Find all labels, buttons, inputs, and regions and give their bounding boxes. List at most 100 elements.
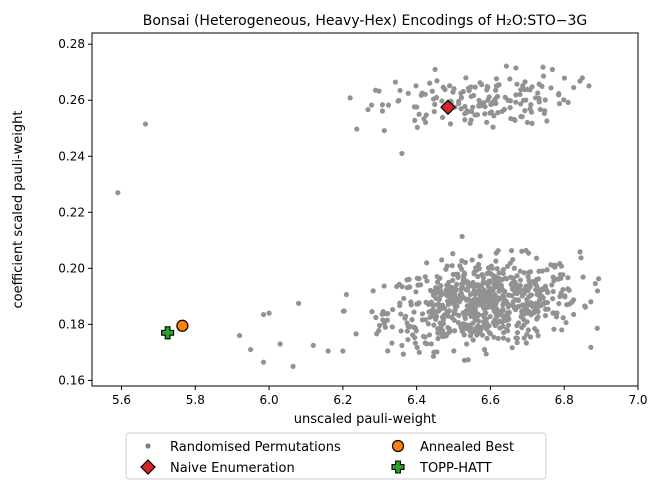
data-point: [509, 280, 515, 286]
data-point: [277, 341, 283, 347]
data-point: [484, 119, 490, 125]
data-point: [446, 279, 452, 285]
data-point: [594, 288, 601, 294]
data-point: [431, 322, 437, 328]
data-point: [580, 274, 586, 280]
data-point: [434, 274, 440, 280]
data-point: [469, 257, 475, 263]
series-topp-hatt: [161, 326, 175, 340]
data-point: [482, 111, 488, 117]
data-point: [420, 333, 427, 340]
data-point: [511, 265, 517, 271]
data-point: [471, 271, 477, 277]
data-point: [524, 119, 530, 126]
data-point: [513, 92, 519, 98]
legend-entry: Annealed Best: [391, 439, 514, 455]
data-point: [548, 85, 554, 91]
data-point: [514, 340, 520, 346]
data-point: [527, 292, 534, 298]
data-point: [503, 63, 510, 69]
data-point: [556, 101, 563, 107]
data-point: [494, 266, 500, 272]
data-point: [442, 86, 448, 93]
data-point: [545, 289, 551, 296]
data-point: [552, 264, 558, 270]
data-point: [427, 287, 434, 293]
data-point: [380, 317, 386, 323]
data-point: [542, 108, 548, 114]
data-point: [412, 334, 418, 341]
data-point: [460, 277, 466, 283]
data-point: [470, 104, 476, 110]
data-point: [569, 299, 575, 305]
data-point: [509, 345, 515, 351]
data-point: [477, 253, 483, 259]
data-point: [385, 102, 392, 108]
data-point: [577, 249, 583, 255]
data-point: [440, 321, 447, 327]
data-point: [413, 289, 419, 295]
x-tick-label: 6.8: [555, 393, 574, 407]
data-point: [487, 295, 493, 301]
data-point: [531, 310, 537, 316]
data-point: [519, 114, 525, 120]
data-point: [479, 271, 485, 278]
data-point: [432, 66, 438, 73]
data-point: [588, 299, 594, 305]
data-point: [518, 101, 524, 107]
data-point: [542, 299, 548, 306]
data-point: [467, 120, 473, 126]
data-point: [382, 324, 389, 330]
data-point: [450, 251, 456, 257]
data-point: [236, 332, 243, 339]
data-point: [526, 309, 533, 315]
data-point: [535, 333, 541, 339]
data-point: [517, 277, 524, 283]
data-point: [472, 315, 478, 322]
data-point: [586, 83, 592, 89]
data-point: [525, 250, 532, 256]
data-point: [427, 80, 433, 86]
data-point: [422, 274, 428, 280]
x-tick-label: 5.8: [186, 393, 205, 407]
series-annealed-best: [176, 319, 189, 332]
data-point: [380, 308, 386, 315]
data-point: [424, 278, 430, 284]
y-tick-label: 0.28: [58, 37, 85, 51]
legend-entry: Randomised Permutations: [145, 440, 341, 455]
data-point: [551, 326, 557, 332]
data-point: [483, 324, 489, 330]
data-point: [451, 292, 458, 298]
data-point: [486, 278, 492, 284]
x-tick-label: 6.4: [407, 393, 426, 407]
data-point: [468, 312, 474, 318]
data-point: [535, 309, 541, 315]
data-point: [458, 106, 464, 112]
data-point: [535, 314, 541, 320]
data-point: [533, 287, 539, 293]
legend-label: Randomised Permutations: [170, 440, 341, 455]
legend-box: [125, 432, 547, 480]
data-point: [524, 296, 530, 303]
data-point: [325, 348, 331, 354]
data-point: [471, 92, 477, 99]
data-point: [260, 311, 267, 318]
data-point: [516, 285, 522, 291]
data-point: [519, 248, 525, 254]
data-point: [439, 257, 445, 263]
data-point: [466, 322, 472, 328]
data-point: [483, 351, 489, 357]
data-point: [390, 306, 396, 313]
data-point: [396, 97, 402, 104]
data-point: [491, 334, 497, 340]
data-point: [400, 351, 406, 357]
chart-title: Bonsai (Heterogeneous, Heavy-Hex) Encodi…: [143, 13, 588, 29]
data-point: [398, 311, 404, 317]
data-point: [379, 108, 386, 114]
data-point: [500, 267, 506, 273]
series-naive-enumeration: [440, 99, 456, 116]
legend-marker: [391, 460, 405, 474]
data-point: [392, 79, 399, 85]
data-point: [501, 315, 507, 321]
data-point: [472, 300, 478, 306]
